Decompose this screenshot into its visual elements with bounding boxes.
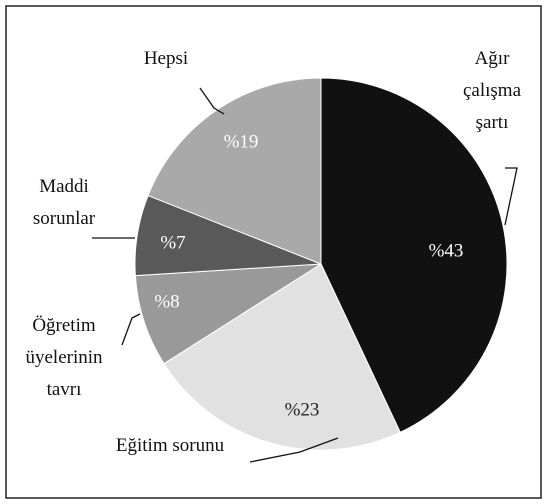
value-label: %8	[154, 291, 179, 312]
category-label: Maddi sorunlar	[33, 176, 96, 229]
value-label: %7	[160, 232, 185, 253]
labels: %43 Ağır çalışma şartı %23 Eğitim sorunu %8 Öğr…	[25, 48, 521, 456]
value-label: %19	[224, 131, 259, 152]
leader	[249, 437, 339, 463]
slice	[320, 77, 508, 433]
value-label: %23	[285, 399, 320, 420]
slice	[163, 263, 401, 451]
frame	[5, 5, 542, 499]
category-label: Ağır çalışma şartı	[463, 48, 522, 133]
value-label: %43	[429, 240, 464, 261]
leader-lines	[92, 87, 518, 463]
category-label: Hepsi	[144, 48, 188, 69]
category-label: Eğitim sorunu	[116, 435, 225, 456]
leader	[199, 87, 225, 115]
slice	[134, 263, 322, 365]
leader	[121, 313, 141, 346]
leader	[504, 167, 518, 226]
slices	[134, 77, 508, 451]
category-label: Öğretim üyelerinin tavrı	[25, 315, 103, 400]
